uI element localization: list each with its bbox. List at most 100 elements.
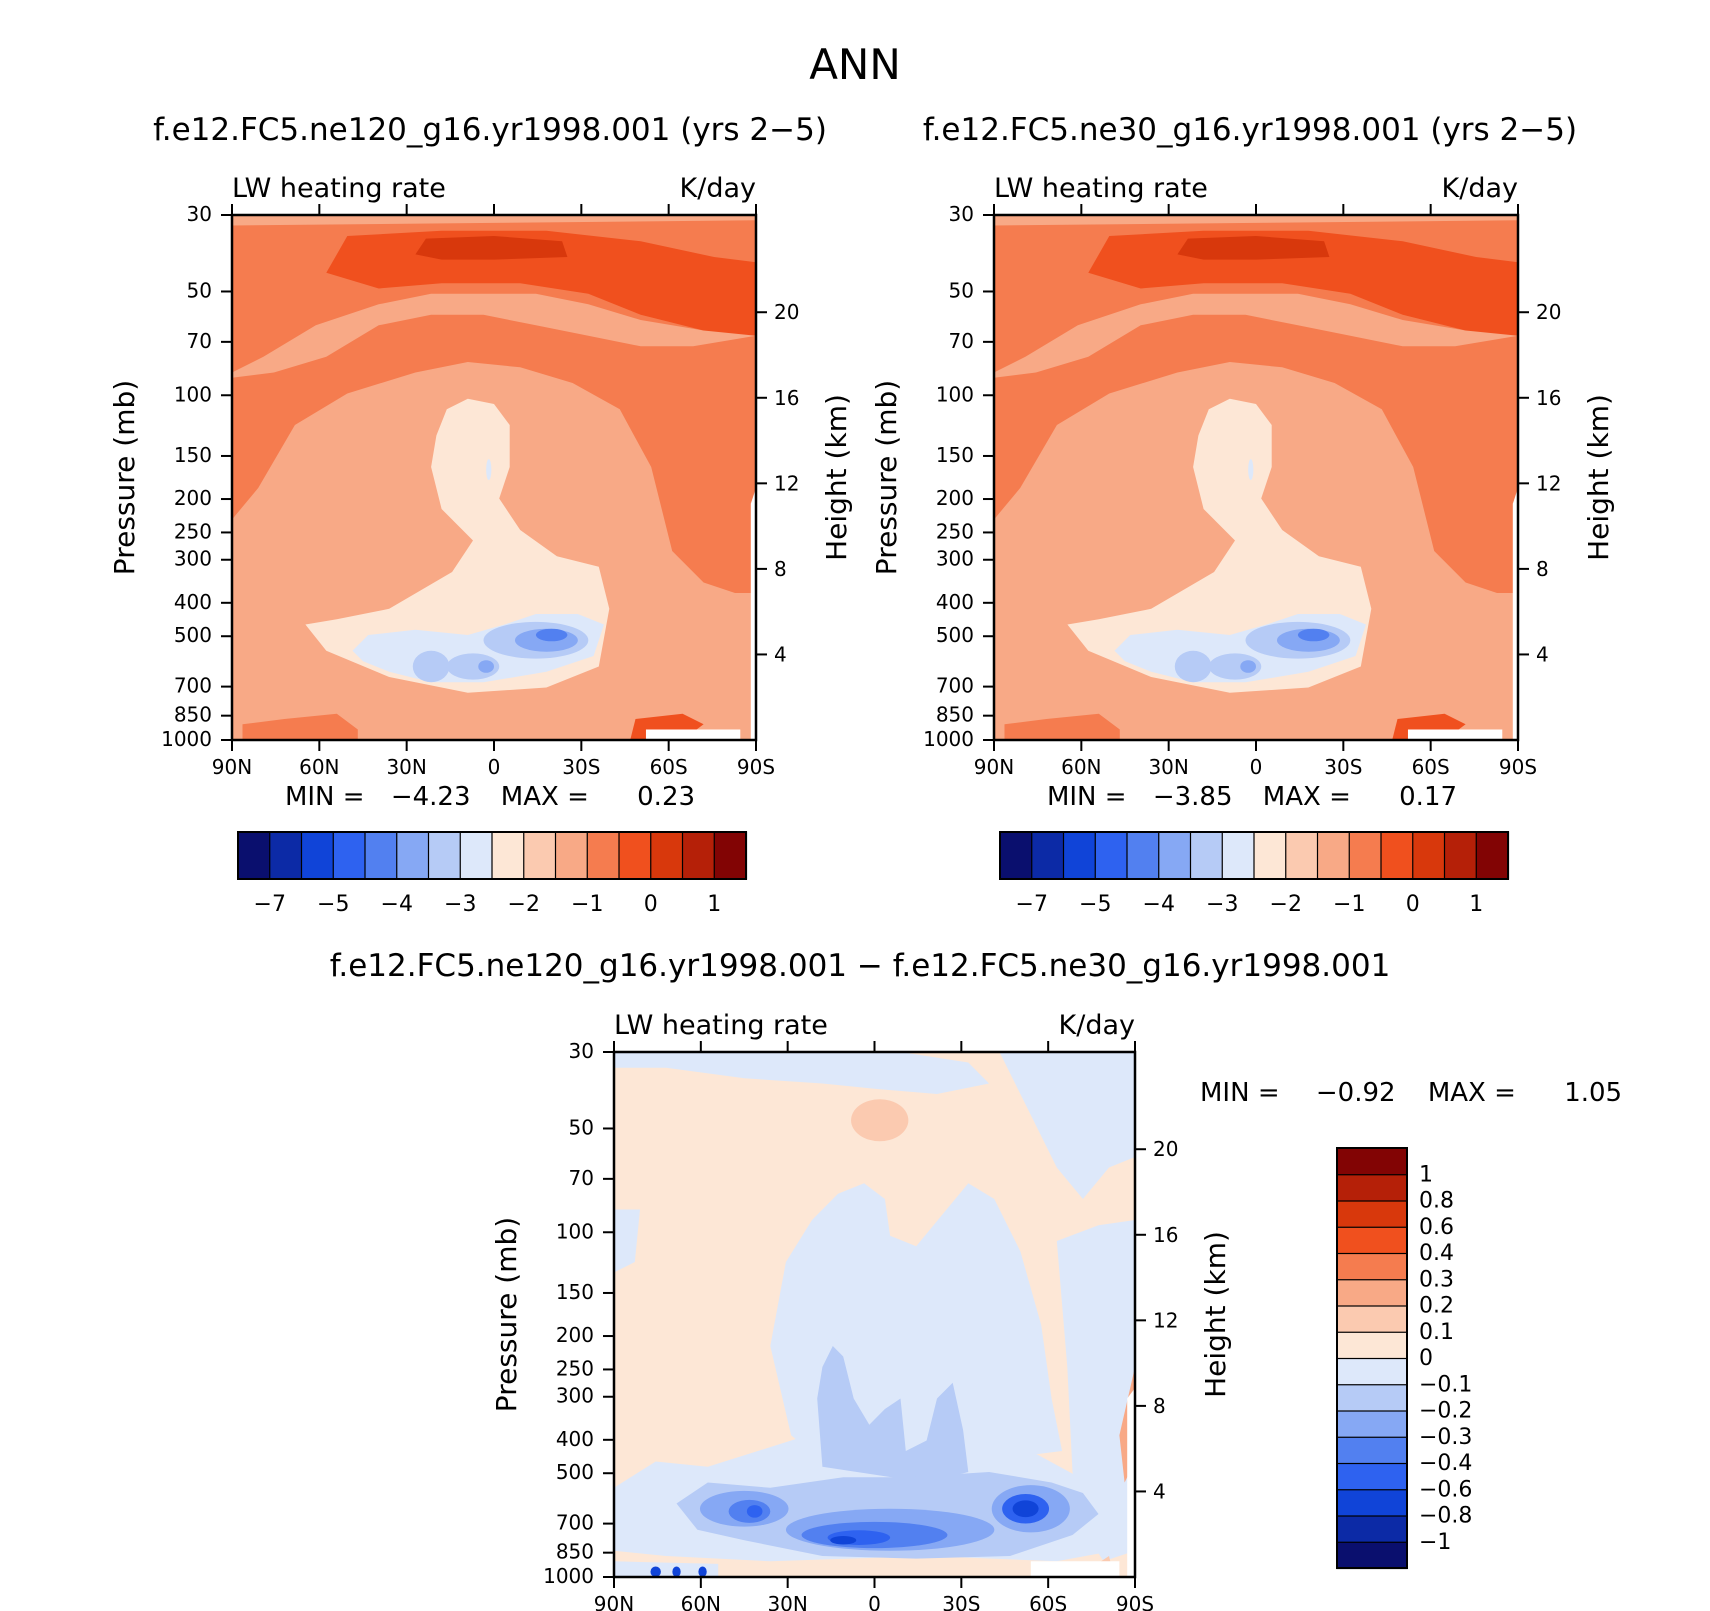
pressure-tick-label: 300 <box>556 1384 594 1408</box>
contour-band <box>698 1566 707 1577</box>
pressure-tick-label: 200 <box>936 486 974 510</box>
pressure-tick-label: 1000 <box>923 727 974 751</box>
panel-ne120-stats: MIN = −4.23 MAX = 0.23 <box>230 782 750 812</box>
height-tick-label: 20 <box>774 300 799 324</box>
y2-axis-label: Height (km) <box>1199 1231 1232 1398</box>
colorbar-panel-ne120: −7 −5 −4 −3 −2 −1 0 1 <box>237 831 748 917</box>
colorbar-label: 0.2 <box>1419 1294 1454 1319</box>
lat-tick-label: 60S <box>650 755 688 779</box>
missing-data <box>645 729 741 740</box>
height-tick-label: 20 <box>1153 1137 1178 1161</box>
contour-band <box>1248 459 1254 481</box>
lat-tick-label: 30N <box>767 1592 807 1611</box>
pressure-tick-label: 100 <box>174 382 212 406</box>
panel-diff-stats: MIN = −0.92 MAX = 1.05 <box>1200 1078 1622 1108</box>
colorbar-swatch <box>713 831 748 880</box>
colorbar-label: −5 <box>317 892 349 917</box>
colorbar-swatch <box>1336 1278 1408 1307</box>
contour-band <box>614 1561 719 1577</box>
pressure-tick-label: 100 <box>936 382 974 406</box>
panel-ne120-title: f.e12.FC5.ne120_g16.yr1998.001 (yrs 2−5) <box>153 112 827 148</box>
colorbar-label: 0.4 <box>1419 1241 1454 1266</box>
missing-data <box>1512 488 1518 740</box>
units-label: K/day <box>1059 1010 1135 1041</box>
colorbar-label: −1 <box>1419 1530 1451 1555</box>
colorbar-swatch <box>1336 1383 1408 1412</box>
colorbar-label: 0 <box>1419 1346 1433 1371</box>
panel-diff-title: f.e12.FC5.ne120_g16.yr1998.001 − f.e12.F… <box>329 948 1391 984</box>
colorbar-swatch <box>554 831 589 880</box>
pressure-tick-label: 850 <box>174 703 212 727</box>
lat-tick-label: 60N <box>299 755 339 779</box>
height-tick-label: 4 <box>1536 642 1549 666</box>
y2-axis-label: Height (km) <box>1582 394 1615 561</box>
stats-max-label: MAX = <box>500 782 589 812</box>
lat-tick-label: 0 <box>488 755 501 779</box>
lat-tick-label: 90S <box>1499 755 1537 779</box>
lat-tick-label: 30S <box>1324 755 1362 779</box>
height-tick-label: 16 <box>774 386 799 410</box>
pressure-tick-label: 100 <box>556 1219 594 1243</box>
colorbar-swatch <box>1336 1226 1408 1255</box>
colorbar-label: −2 <box>508 892 540 917</box>
missing-data <box>1407 729 1503 740</box>
colorbar-label: −4 <box>381 892 413 917</box>
pressure-tick-label: 30 <box>187 202 212 226</box>
colorbar-swatch <box>1336 1409 1408 1438</box>
pressure-tick-label: 400 <box>936 590 974 614</box>
colorbar-swatch <box>523 831 557 880</box>
pressure-tick-label: 700 <box>174 674 212 698</box>
colorbar-swatch <box>427 831 462 880</box>
lat-tick-label: 30N <box>1148 755 1188 779</box>
contour-band <box>746 1505 763 1518</box>
pressure-tick-label: 850 <box>936 703 974 727</box>
lat-tick-label: 90N <box>212 755 252 779</box>
pressure-tick-label: 400 <box>174 590 212 614</box>
colorbar-swatch <box>1475 831 1510 880</box>
pressure-tick-label: 850 <box>556 1540 594 1564</box>
colorbar-swatch <box>1443 831 1478 880</box>
colorbar-swatch <box>1336 1252 1408 1281</box>
colorbar-swatch <box>1412 831 1446 880</box>
pressure-tick-label: 300 <box>936 547 974 571</box>
contour-band <box>830 1536 857 1545</box>
lat-tick-label: 60N <box>1061 755 1101 779</box>
colorbar-swatch <box>1336 1462 1408 1491</box>
colorbar-label: 0.6 <box>1419 1215 1454 1240</box>
colorbar-label: 0 <box>644 892 658 917</box>
colorbar-swatch <box>1336 1147 1408 1176</box>
contour-band <box>1177 236 1330 260</box>
contour-fill <box>994 215 1518 740</box>
stats-max-label: MAX = <box>1262 782 1351 812</box>
colorbar-swatch <box>1062 831 1097 880</box>
contour-band <box>1004 713 1120 740</box>
height-tick-label: 8 <box>774 557 787 581</box>
pressure-tick-label: 30 <box>949 202 974 226</box>
stats-max-label: MAX = <box>1427 1078 1516 1108</box>
contour-band <box>614 1052 990 1094</box>
height-tick-label: 4 <box>1153 1479 1166 1503</box>
pressure-tick-label: 250 <box>936 519 974 543</box>
colorbar-swatch <box>1126 831 1160 880</box>
panel-ne30-title: f.e12.FC5.ne30_g16.yr1998.001 (yrs 2−5) <box>922 112 1578 148</box>
pressure-tick-label: 70 <box>187 329 212 353</box>
pressure-tick-label: 200 <box>174 486 212 510</box>
colorbar-label: 1 <box>1469 892 1483 917</box>
contour-band <box>999 1052 1135 1199</box>
height-tick-label: 12 <box>774 471 799 495</box>
contour-band <box>412 650 450 683</box>
colorbar-swatch <box>999 831 1033 880</box>
height-tick-label: 8 <box>1536 557 1549 581</box>
pressure-tick-label: 50 <box>569 1115 594 1139</box>
colorbar-swatch <box>1336 1199 1408 1228</box>
variable-label: LW heating rate <box>232 173 446 204</box>
colorbar-swatch <box>681 831 716 880</box>
pressure-tick-label: 700 <box>936 674 974 698</box>
pressure-tick-label: 500 <box>174 623 212 647</box>
stats-min-value: −3.85 <box>1152 782 1233 812</box>
lat-tick-label: 60S <box>1029 1592 1067 1611</box>
pressure-tick-label: 150 <box>936 443 974 467</box>
